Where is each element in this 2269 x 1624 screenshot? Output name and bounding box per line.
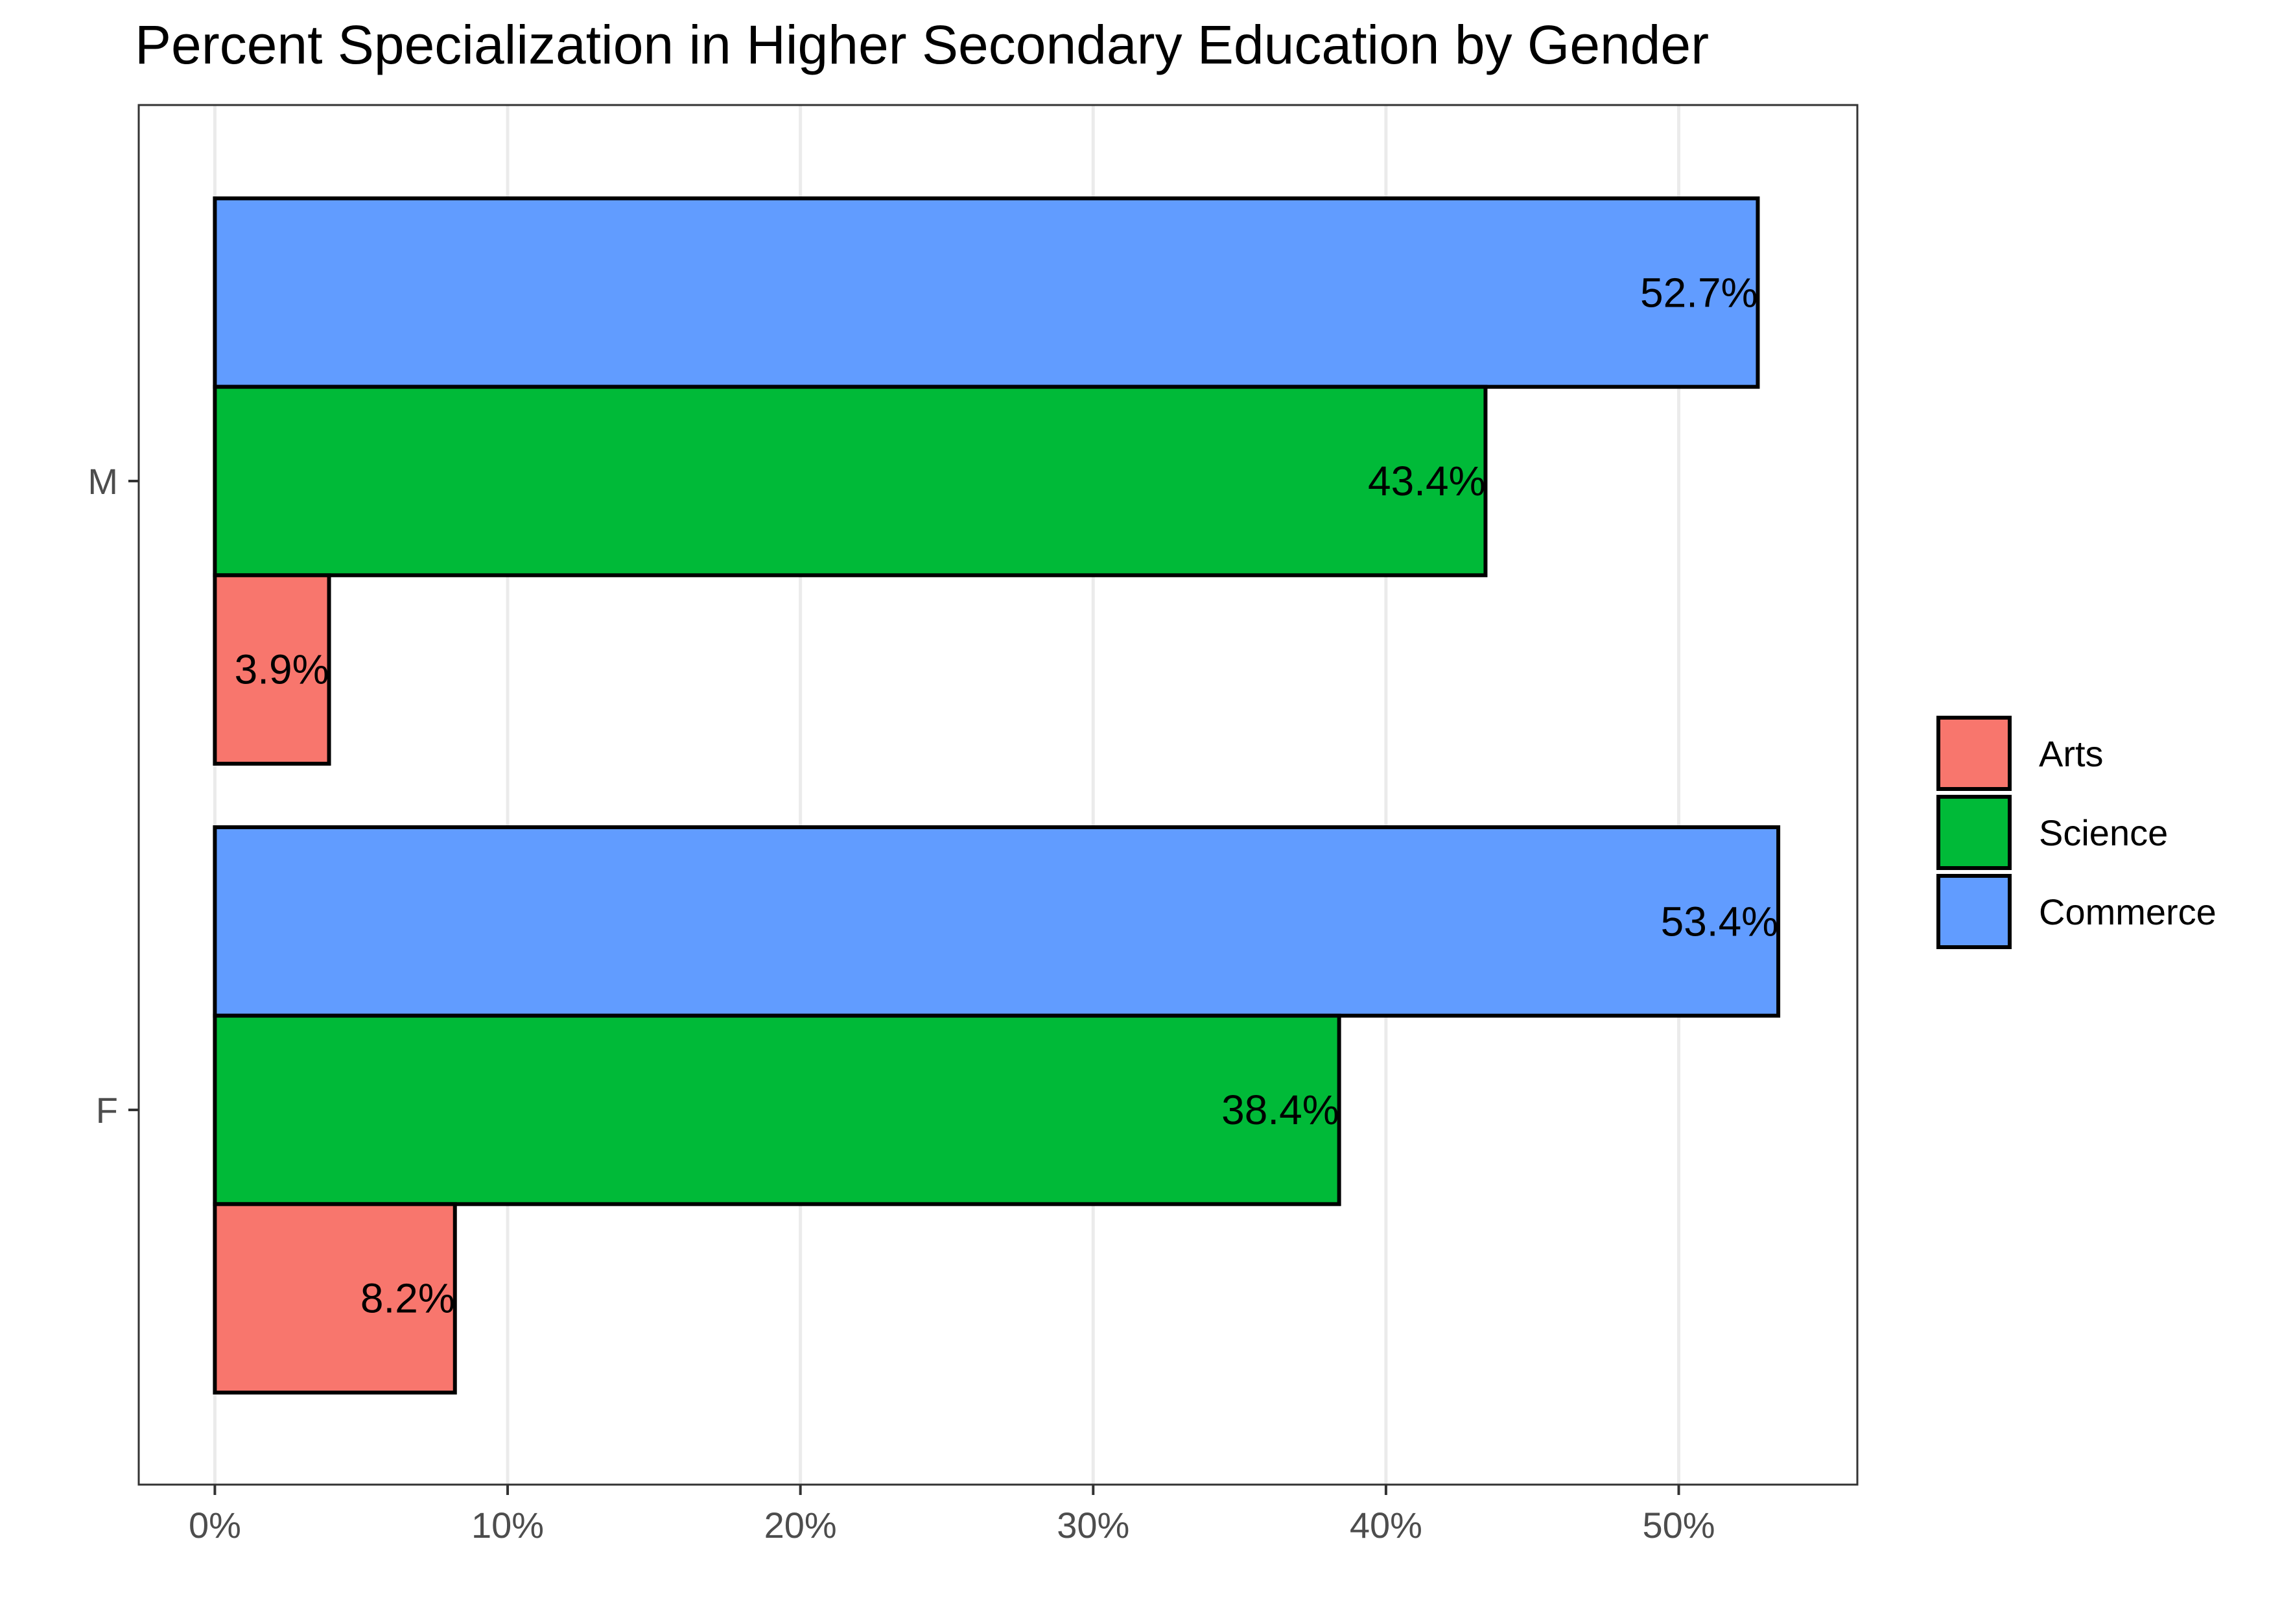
y-tick-label: M (88, 461, 118, 502)
x-axis: 0% 10% 20% 30% 40% 50% (189, 1485, 1715, 1546)
legend-label: Commerce (2039, 891, 2216, 932)
bar-arts-f (213, 1202, 457, 1395)
bar-label: 43.4% (1368, 458, 1485, 504)
bar-label: 53.4% (1661, 898, 1778, 945)
bar-label: 52.7% (1640, 269, 1758, 316)
x-tick-label: 10% (471, 1505, 544, 1546)
bar-labels: 52.7% 43.4% 3.9% 53.4% 38.4% 8.2% (235, 269, 1778, 1321)
chart-title: Percent Specialization in Higher Seconda… (135, 14, 1709, 75)
x-tick-label: 40% (1350, 1505, 1422, 1546)
bar-label: 38.4% (1221, 1087, 1339, 1133)
x-tick-label: 0% (189, 1505, 241, 1546)
x-tick-label: 20% (764, 1505, 837, 1546)
legend-key-arts (1936, 716, 2012, 791)
bar-label: 8.2% (360, 1275, 455, 1322)
bar-science-m (213, 384, 1488, 578)
bar-commerce-m (213, 196, 1760, 389)
legend: Arts Science Commerce (1936, 716, 2216, 949)
x-tick-label: 30% (1057, 1505, 1129, 1546)
plot-border-rect (137, 104, 1859, 1486)
legend-key-commerce (1936, 874, 2012, 949)
bar-science-f (213, 1013, 1341, 1206)
bar-commerce-f (213, 825, 1781, 1018)
legend-label: Science (2039, 812, 2168, 853)
x-tick-label: 50% (1642, 1505, 1715, 1546)
legend-label: Arts (2039, 733, 2104, 774)
bar-arts-m (213, 573, 331, 766)
legend-key-science (1936, 795, 2012, 870)
plot-border (137, 104, 1859, 1486)
bars (213, 196, 1781, 1395)
y-tick-label: F (96, 1090, 118, 1131)
bar-label: 3.9% (235, 646, 329, 693)
y-axis: MF (88, 461, 139, 1131)
